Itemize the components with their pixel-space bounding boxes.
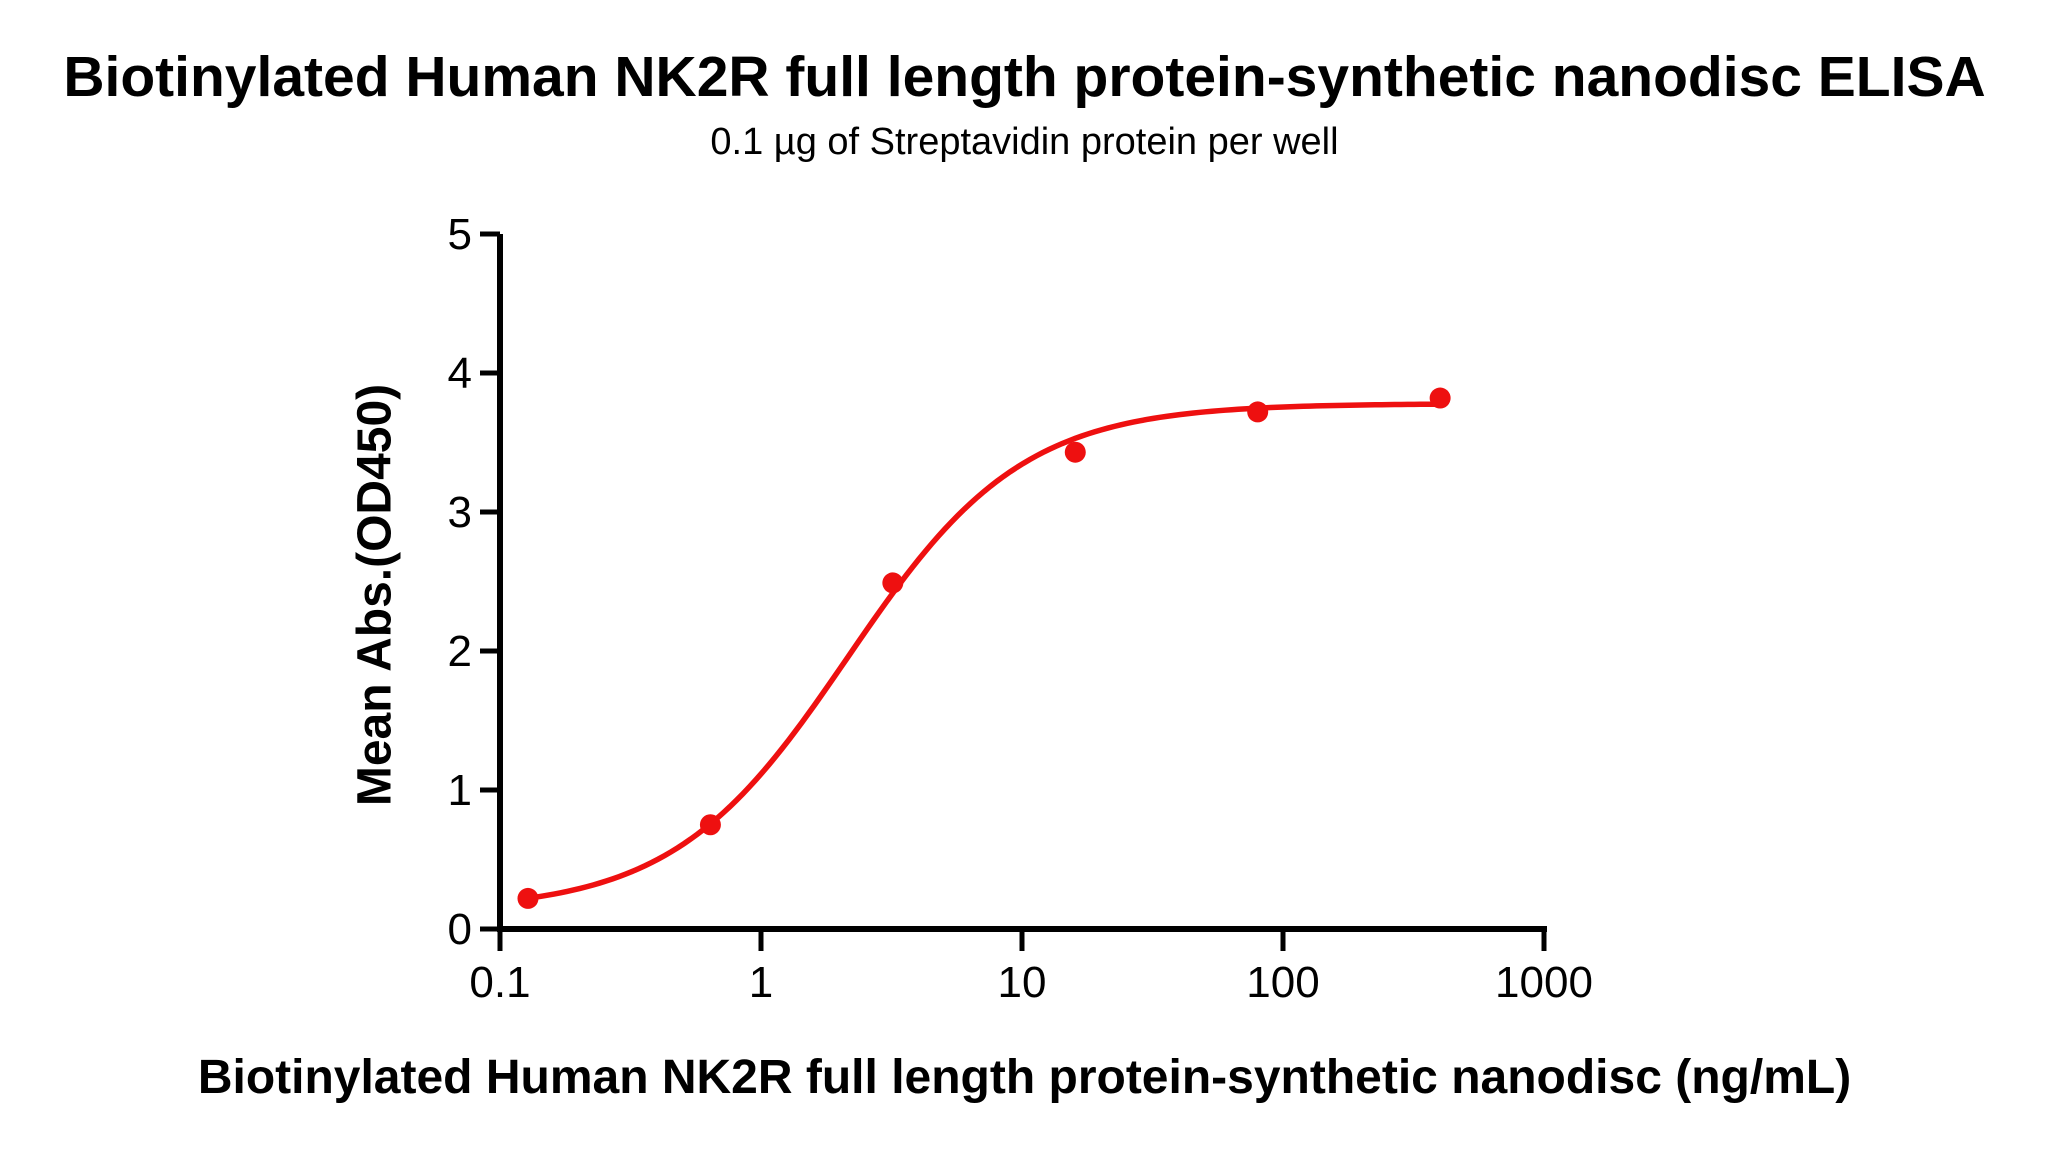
data-point <box>699 814 721 836</box>
x-tick-label-0.1: 0.1 <box>469 958 530 1007</box>
data-point <box>1429 387 1451 409</box>
data-point <box>517 887 539 909</box>
x-tick-label-100: 100 <box>1246 958 1319 1007</box>
y-tick-label-0: 0 <box>448 905 472 954</box>
fit-curve <box>525 401 1443 902</box>
y-tick-label-1: 1 <box>448 766 472 815</box>
x-axis-label: Biotinylated Human NK2R full length prot… <box>197 1051 1852 1104</box>
x-tick-label-1000: 1000 <box>1495 958 1593 1007</box>
x-tick-label-1: 1 <box>749 958 773 1007</box>
data-point <box>882 572 904 594</box>
chart-title: Biotinylated Human NK2R full length prot… <box>63 45 1986 109</box>
y-tick-label-5: 5 <box>448 210 472 259</box>
data-point <box>1247 401 1269 423</box>
data-point <box>1064 441 1086 463</box>
y-tick-label-2: 2 <box>448 627 472 676</box>
y-tick-label-4: 4 <box>448 349 472 398</box>
y-tick-label-3: 3 <box>448 488 472 537</box>
x-tick-label-10: 10 <box>998 958 1047 1007</box>
chart-subtitle: 0.1 µg of Streptavidin protein per well <box>710 121 1339 163</box>
